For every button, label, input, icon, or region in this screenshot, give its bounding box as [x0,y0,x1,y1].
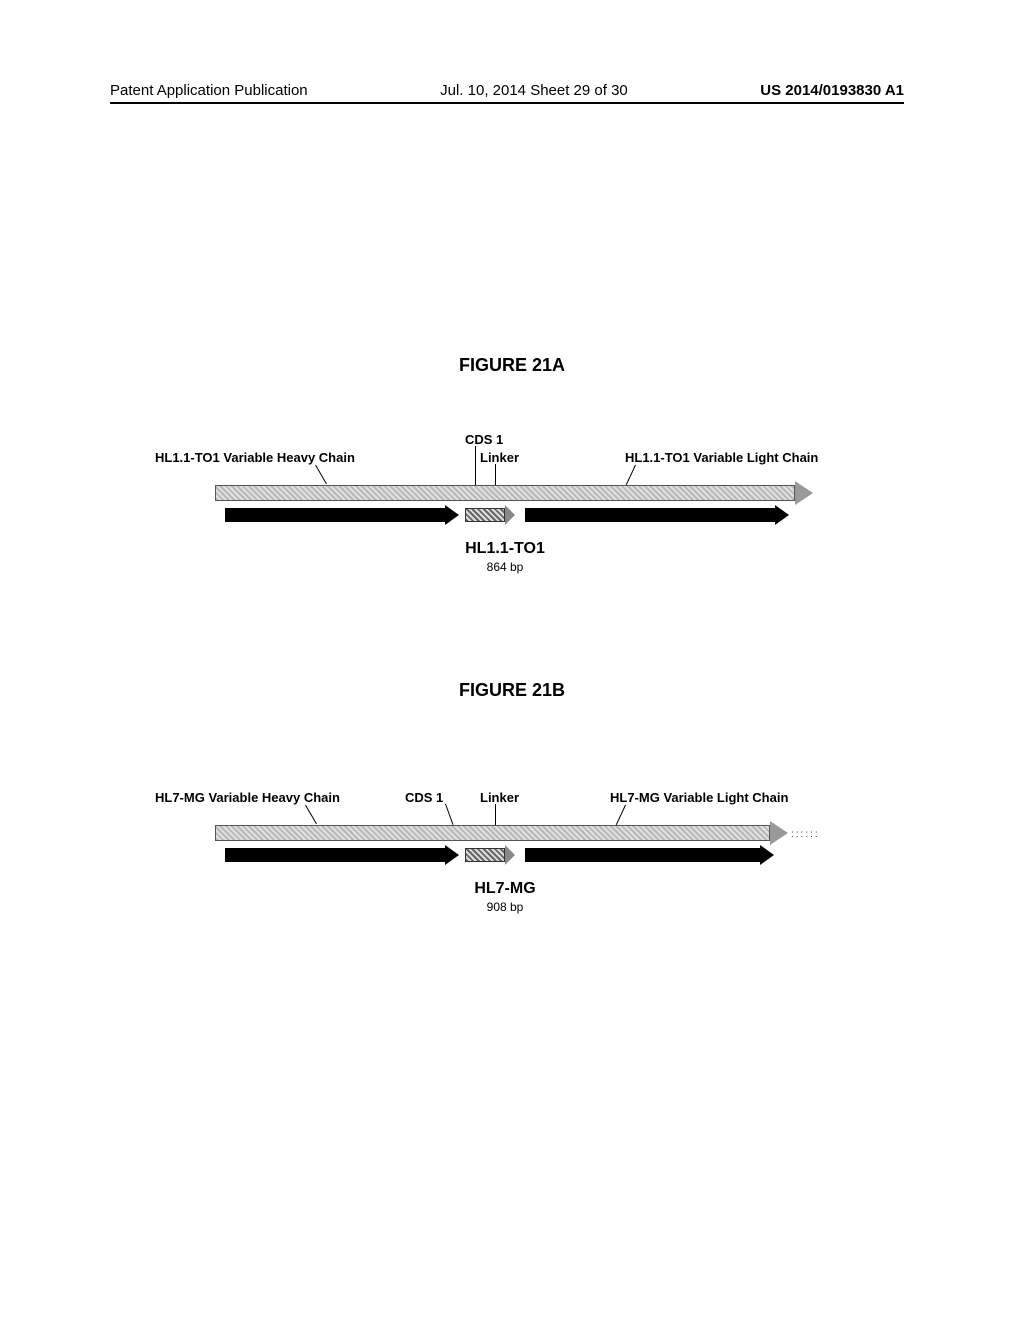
header-left: Patent Application Publication [110,82,308,99]
label-linker-b: Linker [480,790,519,805]
figure-a-caption: HL1.1-TO1 [155,540,855,558]
light-chain-arrow-a [525,508,775,522]
construct-arrowhead-a [795,481,813,505]
leader-line [305,805,317,825]
header-right: US 2014/0193830 A1 [760,82,904,99]
page-header: Patent Application Publication Jul. 10, … [110,82,904,104]
heavy-chain-arrow-a [225,508,445,522]
construct-arrowhead-b [770,821,788,845]
leader-line [445,804,453,825]
figure-b-title: FIGURE 21B [0,680,1024,701]
label-light-chain-b: HL7-MG Variable Light Chain [610,790,788,805]
label-heavy-chain-b: HL7-MG Variable Heavy Chain [155,790,340,805]
figure-a-diagram: HL1.1-TO1 Variable Heavy Chain CDS 1 Lin… [155,420,855,620]
label-cds-a: CDS 1 [465,432,503,447]
leader-line [315,465,327,485]
leader-line [475,446,476,486]
trailing-dots: :::::: [791,829,820,840]
figure-a-title: FIGURE 21A [0,355,1024,376]
linker-arrowhead-b [505,845,515,865]
figure-b-diagram: HL7-MG Variable Heavy Chain CDS 1 Linker… [155,760,855,960]
construct-bar-a [215,485,795,501]
figure-a-bp: 864 bp [155,560,855,574]
linker-arrowhead-a [505,505,515,525]
leader-line [495,464,496,486]
light-chain-arrowhead-b [760,845,774,865]
header-center: Jul. 10, 2014 Sheet 29 of 30 [440,82,628,99]
figure-b-caption: HL7-MG [155,880,855,898]
label-light-chain-a: HL1.1-TO1 Variable Light Chain [625,450,818,465]
linker-box-b [465,848,505,862]
heavy-chain-arrowhead-a [445,505,459,525]
heavy-chain-arrow-b [225,848,445,862]
light-chain-arrow-b [525,848,760,862]
leader-line [616,805,626,825]
leader-line [495,804,496,826]
figure-b-bp: 908 bp [155,900,855,914]
linker-box-a [465,508,505,522]
label-heavy-chain-a: HL1.1-TO1 Variable Heavy Chain [155,450,355,465]
label-cds-b: CDS 1 [405,790,443,805]
heavy-chain-arrowhead-b [445,845,459,865]
construct-bar-b [215,825,770,841]
leader-line [626,465,636,485]
label-linker-a: Linker [480,450,519,465]
light-chain-arrowhead-a [775,505,789,525]
